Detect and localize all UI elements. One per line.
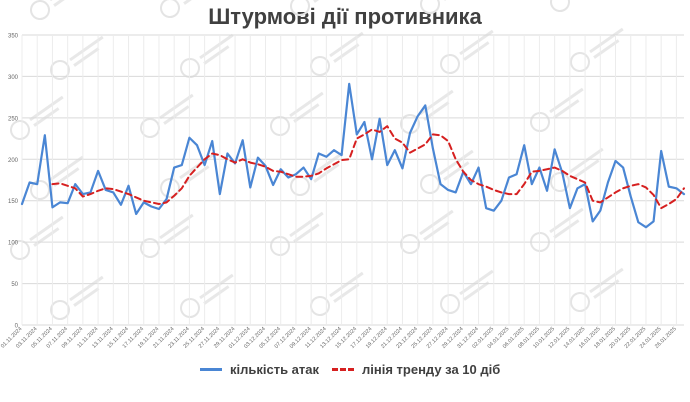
legend-swatch-trend [332, 368, 354, 371]
watermark-logo [290, 0, 340, 16]
watermark-logo [530, 207, 584, 252]
watermark-logo [160, 153, 214, 198]
watermark-logo [50, 275, 104, 320]
watermark-logo [270, 211, 324, 256]
watermark-logo [400, 209, 454, 254]
watermark-logo [30, 0, 84, 20]
legend-item-trend: лінія тренду за 10 діб [332, 362, 500, 377]
chart-title: Штурмові дії противника [208, 4, 482, 29]
watermark-logo [420, 0, 470, 14]
watermark-logo [180, 273, 234, 318]
y-tick-label: 100 [8, 241, 19, 247]
watermark-logo [140, 93, 194, 138]
legend-label-trend: лінія тренду за 10 діб [362, 362, 501, 377]
y-tick-label: 250 [8, 116, 19, 122]
deepstate-watermarks [10, 0, 624, 320]
x-axis-tick-labels: 01.11.202403.11.202405.11.202407.11.2024… [0, 326, 678, 350]
y-gridlines [22, 34, 684, 326]
y-tick-label: 50 [11, 282, 18, 288]
watermark-logo [530, 87, 584, 132]
watermark-logo [50, 35, 104, 80]
series-line-attacks [20, 82, 686, 229]
legend-item-attacks: кількість атак [200, 362, 319, 377]
watermark-logo [570, 267, 624, 312]
y-tick-label: 150 [8, 199, 19, 205]
series-line-trend [51, 125, 685, 210]
legend-swatch-attacks [200, 368, 222, 371]
watermark-logo [180, 33, 234, 78]
y-axis-tick-labels: 0 50 100 150 200 250 300 350 [8, 34, 19, 330]
y-tick-label: 0 [15, 324, 19, 330]
watermark-logo [10, 215, 64, 260]
watermark-logo [440, 269, 494, 314]
watermark-logo [270, 91, 324, 136]
series-lines [20, 82, 686, 229]
y-tick-label: 200 [8, 158, 19, 164]
y-tick-label: 300 [8, 75, 19, 81]
watermark-logo [310, 31, 364, 76]
legend: кількість атак лінія тренду за 10 діб [0, 362, 690, 386]
watermark-logo [440, 29, 494, 74]
legend-label-attacks: кількість атак [230, 362, 320, 377]
watermark-logo [310, 271, 364, 316]
watermark-logo [570, 27, 624, 72]
watermark-logo [140, 213, 194, 258]
watermark-logo [550, 0, 570, 12]
watermark-logo [160, 0, 210, 18]
y-tick-label: 350 [8, 34, 19, 40]
x-gridlines [21, 35, 677, 325]
